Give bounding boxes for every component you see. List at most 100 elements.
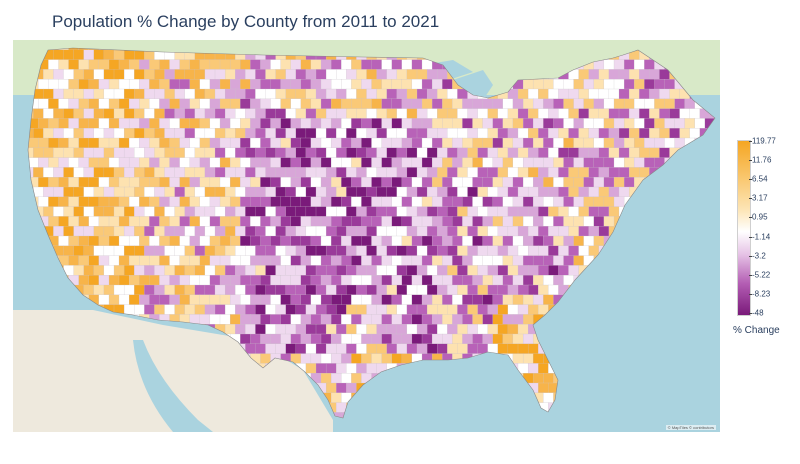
county-cell[interactable] (194, 245, 206, 257)
county-cell[interactable] (644, 412, 655, 422)
county-cell[interactable] (633, 196, 645, 208)
county-cell[interactable] (118, 235, 130, 247)
county-cell[interactable] (73, 245, 85, 257)
county-cell[interactable] (598, 284, 610, 296)
county-cell[interactable] (285, 186, 297, 198)
county-cell[interactable] (396, 128, 408, 139)
county-cell[interactable] (426, 69, 438, 80)
county-cell[interactable] (467, 343, 479, 355)
county-cell[interactable] (396, 402, 408, 413)
county-cell[interactable] (452, 333, 463, 345)
county-cell[interactable] (578, 226, 590, 237)
county-cell[interactable] (240, 294, 251, 306)
county-cell[interactable] (376, 284, 388, 296)
county-cell[interactable] (477, 186, 489, 198)
county-cell[interactable] (68, 196, 80, 208)
county-cell[interactable] (371, 157, 383, 168)
county-cell[interactable] (13, 148, 23, 158)
county-cell[interactable] (416, 402, 428, 413)
county-cell[interactable] (482, 294, 494, 306)
county-cell[interactable] (189, 196, 201, 208)
county-cell[interactable] (108, 275, 120, 286)
county-cell[interactable] (694, 353, 706, 364)
county-cell[interactable] (386, 284, 398, 296)
county-cell[interactable] (628, 206, 640, 217)
county-cell[interactable] (613, 196, 625, 208)
county-cell[interactable] (128, 98, 140, 110)
county-cell[interactable] (598, 69, 610, 80)
county-cell[interactable] (330, 294, 342, 306)
county-cell[interactable] (179, 137, 191, 149)
county-cell[interactable] (325, 324, 337, 335)
county-cell[interactable] (588, 265, 600, 276)
county-cell[interactable] (442, 275, 453, 286)
county-cell[interactable] (442, 177, 453, 188)
county-cell[interactable] (497, 382, 509, 394)
county-cell[interactable] (644, 255, 655, 266)
county-cell[interactable] (664, 98, 676, 110)
county-cell[interactable] (73, 88, 85, 100)
county-cell[interactable] (578, 324, 590, 335)
county-cell[interactable] (134, 245, 145, 257)
county-cell[interactable] (23, 206, 34, 217)
county-cell[interactable] (684, 118, 696, 129)
county-cell[interactable] (214, 265, 226, 276)
county-cell[interactable] (174, 88, 186, 100)
county-cell[interactable] (674, 196, 686, 208)
county-cell[interactable] (38, 157, 49, 168)
county-cell[interactable] (260, 79, 271, 90)
county-cell[interactable] (325, 226, 337, 237)
county-cell[interactable] (608, 402, 620, 413)
county-cell[interactable] (260, 98, 271, 110)
county-cell[interactable] (431, 157, 443, 168)
county-cell[interactable] (477, 382, 489, 394)
county-cell[interactable] (644, 314, 655, 325)
county-cell[interactable] (396, 167, 408, 178)
county-cell[interactable] (371, 392, 383, 404)
county-cell[interactable] (442, 235, 453, 247)
county-cell[interactable] (644, 98, 655, 110)
county-cell[interactable] (270, 255, 282, 266)
county-cell[interactable] (320, 314, 332, 325)
county-cell[interactable] (260, 177, 271, 188)
county-cell[interactable] (421, 314, 433, 325)
county-cell[interactable] (538, 422, 548, 432)
county-cell[interactable] (426, 284, 438, 296)
county-cell[interactable] (618, 69, 630, 80)
county-cell[interactable] (179, 255, 191, 266)
county-cell[interactable] (194, 88, 206, 100)
county-cell[interactable] (18, 137, 29, 149)
county-cell[interactable] (613, 137, 625, 149)
county-cell[interactable] (18, 177, 29, 188)
county-cell[interactable] (573, 79, 585, 90)
county-cell[interactable] (194, 108, 206, 119)
county-cell[interactable] (639, 88, 650, 100)
county-cell[interactable] (497, 284, 509, 296)
county-cell[interactable] (512, 412, 524, 422)
county-cell[interactable] (366, 128, 378, 139)
county-cell[interactable] (633, 294, 645, 306)
county-cell[interactable] (361, 255, 372, 266)
county-cell[interactable] (98, 177, 110, 188)
county-cell[interactable] (649, 422, 659, 432)
county-cell[interactable] (689, 324, 701, 335)
county-cell[interactable] (689, 206, 701, 217)
county-cell[interactable] (406, 245, 418, 257)
county-cell[interactable] (679, 167, 691, 178)
county-cell[interactable] (689, 284, 701, 296)
county-cell[interactable] (553, 177, 564, 188)
county-cell[interactable] (588, 324, 600, 335)
county-cell[interactable] (684, 177, 696, 188)
county-cell[interactable] (13, 187, 23, 197)
county-cell[interactable] (33, 128, 44, 139)
county-cell[interactable] (219, 314, 231, 325)
county-cell[interactable] (401, 79, 413, 90)
county-cell[interactable] (543, 314, 554, 325)
county-cell[interactable] (346, 284, 357, 296)
county-cell[interactable] (608, 226, 620, 237)
county-cell[interactable] (593, 137, 605, 149)
county-cell[interactable] (219, 235, 231, 247)
county-cell[interactable] (235, 304, 246, 315)
county-cell[interactable] (184, 265, 196, 276)
county-cell[interactable] (704, 392, 715, 404)
